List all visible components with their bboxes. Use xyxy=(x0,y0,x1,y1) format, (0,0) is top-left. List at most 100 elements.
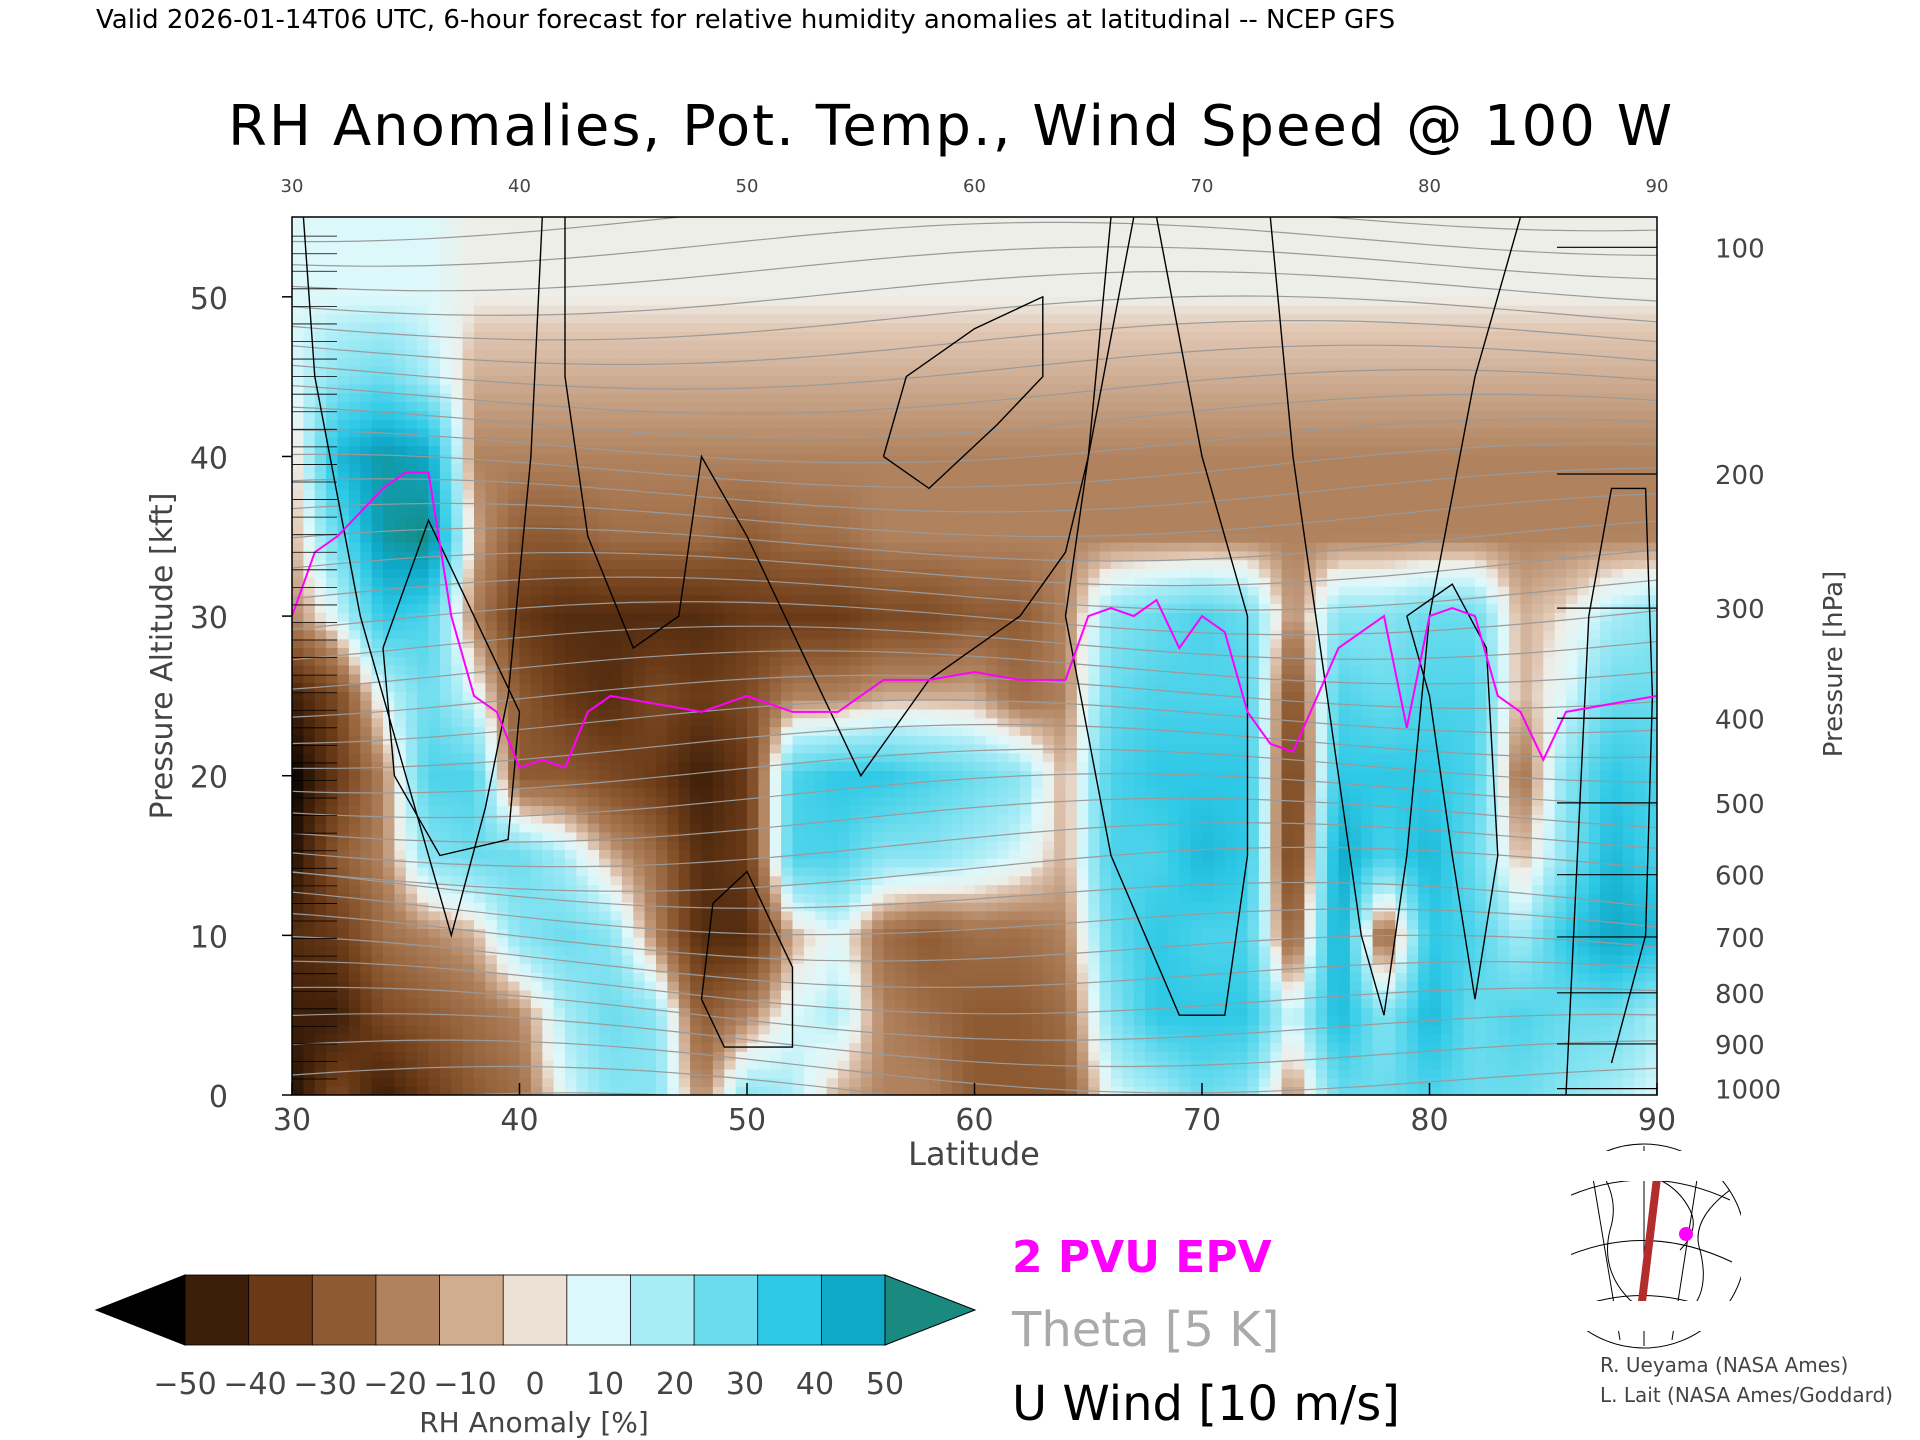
rh-cell xyxy=(360,1024,373,1035)
rh-cell xyxy=(621,234,635,245)
rh-cell xyxy=(587,647,600,657)
rh-cell xyxy=(826,972,839,982)
rh-cell xyxy=(769,822,782,833)
rh-cell xyxy=(428,954,441,965)
rh-cell xyxy=(451,410,464,420)
rh-cell xyxy=(542,234,555,245)
rh-cell xyxy=(826,1033,839,1044)
rh-cell xyxy=(394,498,407,508)
rh-cell xyxy=(542,568,555,578)
rh-cell xyxy=(542,893,555,903)
rh-cell xyxy=(826,304,839,315)
rh-cell xyxy=(599,1016,612,1026)
rh-cell xyxy=(712,638,726,648)
rh-cell xyxy=(747,278,760,289)
rh-cell xyxy=(587,840,600,850)
rh-cell xyxy=(371,383,384,394)
rh-cell xyxy=(644,322,657,332)
rh-cell xyxy=(553,489,566,499)
rh-cell xyxy=(405,884,418,894)
rh-cell xyxy=(792,778,805,789)
rh-cell xyxy=(781,866,794,877)
rh-cell xyxy=(792,410,805,420)
rh-cell xyxy=(610,357,623,368)
rh-cell xyxy=(348,972,362,982)
rh-cell xyxy=(314,699,327,710)
rh-cell xyxy=(542,471,555,482)
rh-cell xyxy=(576,787,589,798)
rh-cell xyxy=(394,682,407,692)
valid-line: Valid 2026-01-14T06 UTC, 6-hour forecast… xyxy=(96,5,1395,35)
rh-cell xyxy=(815,1077,828,1087)
rh-cell xyxy=(803,919,817,929)
rh-cell xyxy=(724,849,737,859)
rh-cell xyxy=(587,787,600,798)
rh-cell xyxy=(451,954,464,965)
rh-cell xyxy=(371,831,384,842)
rh-cell xyxy=(724,322,737,332)
rh-cell xyxy=(371,436,384,447)
rh-cell xyxy=(803,480,817,490)
rh-cell xyxy=(394,629,407,640)
rh-cell xyxy=(451,603,464,613)
rh-cell xyxy=(348,761,362,771)
rh-cell xyxy=(519,831,532,842)
rh-cell xyxy=(587,945,600,956)
rh-cell xyxy=(678,884,691,894)
rh-cell xyxy=(747,743,760,754)
rh-cell xyxy=(644,954,657,965)
rh-cell xyxy=(656,638,669,648)
rh-cell xyxy=(326,840,339,850)
rh-cell xyxy=(826,989,839,1000)
rh-cell xyxy=(599,427,612,438)
rh-cell xyxy=(690,884,703,894)
rh-cell xyxy=(519,805,532,815)
rh-cell xyxy=(633,471,646,482)
rh-cell xyxy=(474,638,487,648)
rh-cell xyxy=(769,717,782,728)
rh-cell xyxy=(519,375,532,385)
rh-cell xyxy=(656,884,669,894)
rh-cell xyxy=(826,752,839,763)
rh-cell xyxy=(781,603,794,613)
rh-cell xyxy=(303,664,316,675)
rh-cell xyxy=(735,752,748,763)
rh-cell xyxy=(587,1051,600,1061)
rh-cell xyxy=(565,498,578,508)
rh-cell xyxy=(656,445,669,455)
rh-cell xyxy=(633,577,646,587)
rh-cell xyxy=(815,857,828,868)
rh-cell xyxy=(565,296,578,306)
rh-cell xyxy=(417,875,430,886)
rh-cell xyxy=(451,831,464,842)
rh-cell xyxy=(405,831,418,842)
rh-cell xyxy=(678,761,691,771)
rh-cell xyxy=(781,708,794,719)
rh-cell xyxy=(690,541,703,552)
rh-cell xyxy=(803,822,817,833)
rh-cell xyxy=(519,585,532,596)
rh-cell xyxy=(428,603,441,613)
rh-cell xyxy=(644,866,657,877)
rh-cell xyxy=(781,454,794,464)
rh-cell xyxy=(815,225,828,236)
rh-cell xyxy=(303,234,316,245)
rh-cell xyxy=(383,770,396,780)
rh-cell xyxy=(474,857,487,868)
rh-cell xyxy=(769,1086,782,1095)
rh-cell xyxy=(553,594,566,605)
rh-cell xyxy=(599,787,612,798)
rh-cell xyxy=(292,225,305,236)
rh-cell xyxy=(724,217,737,227)
rh-cell xyxy=(508,454,521,464)
rh-cell xyxy=(485,691,498,701)
rh-cell xyxy=(838,585,851,596)
rh-cell xyxy=(792,392,805,403)
rh-cell xyxy=(781,383,794,394)
rh-cell xyxy=(769,304,782,315)
rh-cell xyxy=(303,682,316,692)
rh-cell xyxy=(292,682,305,692)
rh-cell xyxy=(667,980,680,991)
rh-cell xyxy=(394,612,407,622)
rh-cell xyxy=(826,243,839,253)
